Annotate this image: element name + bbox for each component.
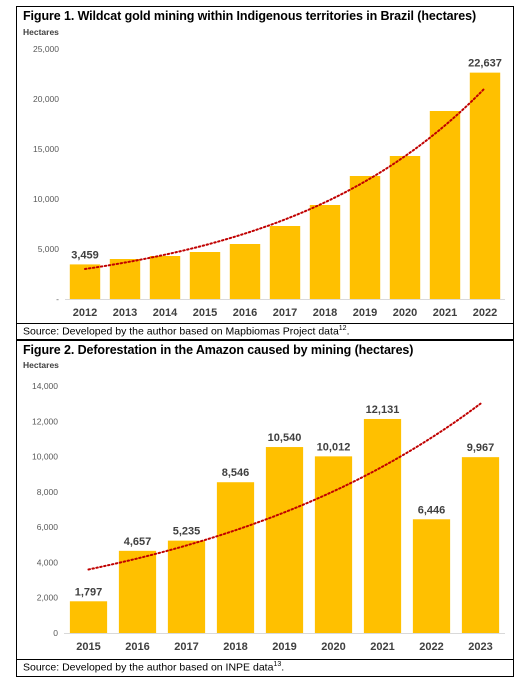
- fig2-data-label: 6,446: [418, 504, 446, 516]
- fig2-x-tick-label: 2022: [419, 641, 443, 653]
- fig1-y-tick-label: 5,000: [38, 244, 60, 254]
- fig1-x-tick-label: 2015: [193, 307, 217, 319]
- figure-2-source-rule: [17, 659, 513, 660]
- fig2-x-tick-label: 2023: [468, 641, 492, 653]
- figure-2-source-footnote: 13: [273, 661, 282, 668]
- fig1-bar-2014: [149, 256, 181, 299]
- fig2-data-label: 5,235: [173, 526, 201, 538]
- fig2-x-tick-label: 2018: [223, 641, 247, 653]
- fig1-y-tick-label: 20,000: [33, 94, 59, 104]
- fig2-y-tick-label: 14,000: [32, 381, 58, 391]
- figure-2-source-text: Source: Developed by the author based on…: [23, 661, 274, 674]
- fig2-x-tick-label: 2015: [76, 641, 100, 653]
- fig1-x-tick-label: 2016: [233, 307, 257, 319]
- fig1-x-tick-label: 2017: [273, 307, 297, 319]
- fig1-bar-2015: [189, 252, 221, 299]
- fig2-data-label: 8,546: [222, 467, 250, 479]
- figure-1-source: Source: Developed by the author based on…: [23, 325, 350, 338]
- fig1-bar-2016: [229, 244, 261, 299]
- fig1-x-tick-label: 2014: [153, 307, 178, 319]
- fig2-y-axis-label: Hectares: [23, 360, 59, 370]
- fig2-bar-2015: [69, 601, 108, 633]
- fig2-data-label: 12,131: [366, 404, 400, 416]
- fig2-bar-2021: [363, 418, 402, 633]
- fig2-y-tick-label: 10,000: [32, 452, 58, 462]
- fig1-bar-2013: [109, 259, 141, 299]
- fig2-data-label: 9,967: [467, 442, 495, 454]
- fig1-bar-2021: [429, 111, 461, 299]
- fig2-bar-2020: [314, 456, 353, 633]
- fig1-x-tick-label: 2012: [73, 307, 97, 319]
- fig2-x-tick-label: 2017: [174, 641, 198, 653]
- fig2-x-tick-label: 2020: [321, 641, 345, 653]
- fig1-x-tick-label: 2019: [353, 307, 377, 319]
- figure-2-source: Source: Developed by the author based on…: [23, 661, 285, 674]
- fig2-bar-2019: [265, 447, 304, 633]
- fig2-trendline: [87, 402, 482, 571]
- figure-1-chart: Hectares 25,000 20,000 15,000 10,000 5,000 - 20…: [23, 27, 505, 319]
- fig1-bar-2018: [309, 205, 341, 299]
- figure-2-chart: Hectares 14,000 12,000 10,000 8,000 6,000 4,00…: [23, 360, 505, 653]
- fig2-y-tick-label: 4,000: [37, 557, 59, 567]
- fig1-data-label: 3,459: [71, 249, 99, 261]
- fig1-bar-2019: [349, 176, 381, 299]
- figure-1-source-rule: [17, 323, 513, 324]
- figure-1-source-footnote: 12: [338, 325, 347, 332]
- fig2-x-tick-label: 2019: [272, 641, 296, 653]
- fig2-data-label: 10,012: [317, 441, 351, 453]
- fig1-y-axis-label: Hectares: [23, 27, 59, 37]
- fig2-data-label: 10,540: [268, 432, 302, 444]
- fig1-y-tick-label: 15,000: [33, 144, 59, 154]
- fig1-bar-2012: [69, 264, 101, 299]
- fig2-data-label: 4,657: [124, 536, 152, 548]
- fig2-y-tick-label: 12,000: [32, 416, 58, 426]
- fig2-bar-2018: [216, 482, 255, 633]
- fig2-bar-2022: [412, 519, 451, 633]
- fig2-y-tick-label: 0: [53, 628, 58, 638]
- fig1-y-tick-label: -: [56, 294, 59, 304]
- fig1-trendline: [84, 87, 486, 270]
- fig2-bar-2016: [118, 550, 157, 633]
- fig1-data-label: 22,637: [468, 58, 502, 70]
- fig2-bar-2017: [167, 540, 206, 633]
- fig1-x-tick-label: 2018: [313, 307, 337, 319]
- fig2-bar-2023: [461, 457, 500, 633]
- fig1-x-tick-label: 2021: [433, 307, 457, 319]
- figure-1-title: Figure 1. Wildcat gold mining within Ind…: [23, 9, 477, 23]
- fig1-bar-2022: [469, 72, 501, 299]
- fig2-y-tick-label: 2,000: [37, 593, 59, 603]
- figure-2-title: Figure 2. Deforestation in the Amazon ca…: [23, 343, 414, 357]
- fig2-y-tick-label: 6,000: [37, 522, 59, 532]
- fig1-bar-2017: [269, 226, 301, 299]
- fig2-data-label: 1,797: [75, 586, 103, 598]
- fig1-bar-2020: [389, 156, 421, 299]
- figure-1-source-text: Source: Developed by the author based on…: [23, 325, 339, 338]
- fig2-y-tick-label: 8,000: [37, 487, 59, 497]
- fig2-x-tick-label: 2021: [370, 641, 394, 653]
- fig1-x-tick-label: 2020: [393, 307, 417, 319]
- fig1-x-tick-label: 2013: [113, 307, 137, 319]
- fig1-y-tick-label: 25,000: [33, 44, 59, 54]
- fig1-x-tick-label: 2022: [473, 307, 497, 319]
- fig1-y-tick-label: 10,000: [33, 194, 59, 204]
- figure-2: Figure 2. Deforestation in the Amazon ca…: [16, 340, 514, 677]
- figure-1: Figure 1. Wildcat gold mining within Ind…: [16, 6, 514, 340]
- fig2-x-tick-label: 2016: [125, 641, 149, 653]
